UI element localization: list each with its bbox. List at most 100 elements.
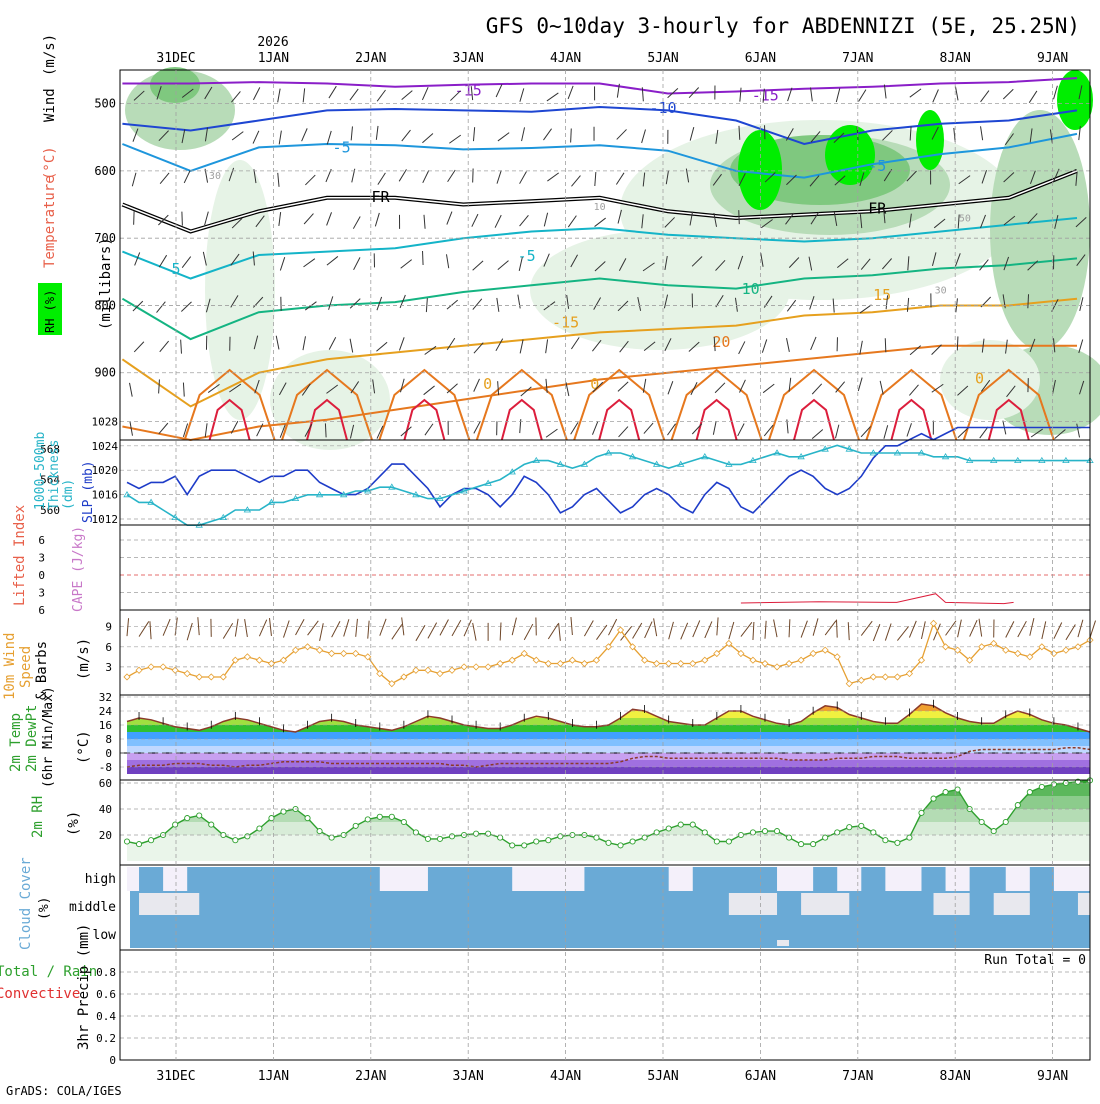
wind-barb [909,621,916,638]
precip-axis-label: 3hr Precip (mm) [76,924,92,1050]
wind-barb [368,621,369,639]
rh2m-marker [449,834,454,839]
wind-barb [416,625,425,641]
date-label-top: 31DEC [156,51,195,66]
contour-label: -5 [333,139,351,157]
wind-barb [693,620,700,637]
rh2m-marker [437,836,442,841]
cloud-clear [163,867,187,891]
wind-speed-marker [654,661,660,667]
wind-speed-marker [172,667,178,673]
rh2m-marker [257,826,262,831]
pressure-tick-label: 900 [94,366,116,380]
rh2m-marker [690,822,695,827]
rh2m-marker [678,822,683,827]
cloud-layer-label: low [93,928,117,943]
temp-bands [120,697,1090,774]
wind-speed-marker [678,661,684,667]
rh2m-marker [835,830,840,835]
wind-barb [452,620,461,636]
wind-barb [774,619,777,637]
rh2m-marker [377,814,382,819]
slp-label: SLP (mb) [81,460,96,523]
cloud-middle-clear [1078,893,1090,915]
wind-speed-marker [894,674,900,680]
contour-label: 30 [935,285,947,296]
wind-barb [344,619,349,636]
footer-credit: GrADS: COLA/IGES [6,1084,122,1098]
date-label-bottom: 8JAN [940,1069,971,1084]
wind-barb [325,423,326,437]
wind-barb [596,625,606,640]
date-label-top: 6JAN [745,51,776,66]
wind-barb [921,621,925,639]
rh2m-marker [919,810,924,815]
wind-barb [753,622,754,640]
thickness-label: Thickness [47,440,62,510]
wind-barb [320,623,324,641]
wind-speed-marker [822,647,828,653]
cloud-layer-label: high [85,872,116,887]
precip-tick-label: 0 [109,1054,116,1067]
rh2m-marker [353,823,358,828]
lifted-index-line [741,594,1014,604]
wind-barb [633,623,642,638]
wind-speed-marker [196,674,202,680]
rh2m-marker [642,835,647,840]
rh2m-marker [774,829,779,834]
rh-shade [990,110,1090,350]
wind-tick-label: 6 [105,641,112,654]
rh2m-marker [847,825,852,830]
wind-barb [739,210,740,224]
wind-speed-marker [449,667,455,673]
run-total-label: Run Total = 0 [984,953,1086,968]
wind-speed-marker [509,657,515,663]
wind-barb [957,336,958,350]
wind-speed-marker [943,644,949,650]
rh2m-marker [473,831,478,836]
rh2m-marker [413,830,418,835]
thickness-label: (dm) [61,479,76,510]
panel-frame [120,440,1090,525]
lifted-index-label: Lifted Index [12,505,28,606]
wind-barb [440,619,448,635]
wind-speed-marker [124,674,130,680]
rh2m-marker [859,823,864,828]
rh2m-marker [209,822,214,827]
wind-speed-marker [581,661,587,667]
li-tick-label: 6 [38,534,45,547]
cloud-middle-clear [801,893,849,915]
temp-band [120,760,1090,767]
rh2m-marker [305,816,310,821]
wind-speed-marker [413,667,419,673]
wind-barb [729,622,734,639]
wind-tick-label: 3 [105,661,112,674]
wind-barb [235,619,238,637]
contour-label: 0 [975,369,984,387]
wind-speed-marker [870,674,876,680]
wind-barb [571,617,572,635]
temp-band [120,746,1090,753]
rh2m-marker [233,838,238,843]
temp-band [120,767,1090,774]
contour-label: 50 [959,213,971,224]
wind-barb [741,622,752,636]
date-label-top: 3JAN [453,51,484,66]
cloud-middle-clear [139,893,199,915]
cloud-clear [127,867,139,891]
wind-barb [423,251,424,265]
wind-unit-label: (m/s) [42,34,58,76]
cloud-middle-clear [934,893,970,915]
wind-barb [187,623,192,640]
wind-barb [885,624,891,641]
temp-band [120,732,1090,739]
rh2m-marker [136,842,141,847]
date-label-bottom: 9JAN [1037,1069,1068,1084]
wind-barb [609,619,617,635]
rh2m-marker [654,830,659,835]
date-label-top: 8JAN [940,51,971,66]
wind-speed-marker [425,667,431,673]
wind-speed-marker [557,661,563,667]
wind-speed-marker [762,661,768,667]
